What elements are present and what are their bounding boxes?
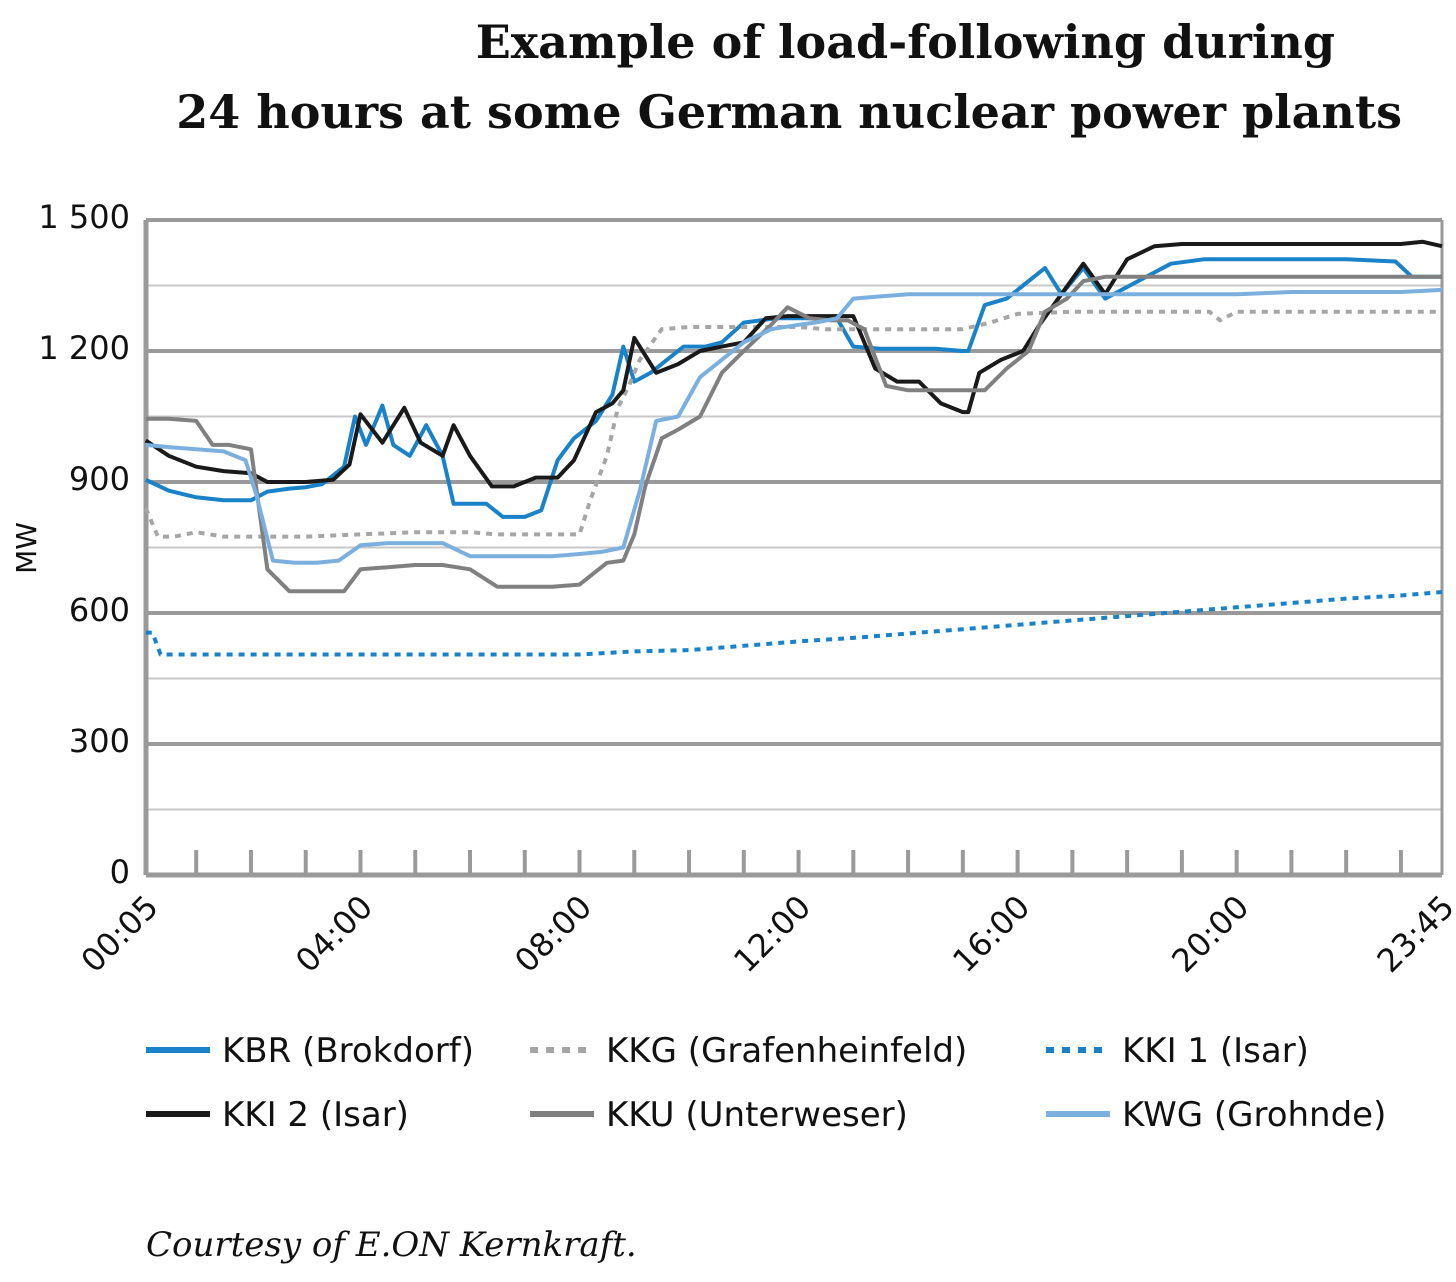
legend-label-kki1: KKI 1 (Isar)	[1122, 1031, 1309, 1071]
legend: KBR (Brokdorf) KKG (Grafenheinfeld) KKI 1 …	[146, 1031, 1386, 1135]
legend-label-kkg: KKG (Grafenheinfeld)	[606, 1031, 967, 1071]
legend-label-kwg: KWG (Grohnde)	[1122, 1095, 1386, 1135]
series-lines	[143, 239, 1443, 657]
x-tick-label: 00:05	[74, 888, 166, 980]
y-tick-label: 300	[69, 722, 130, 760]
x-tick-label: 08:00	[507, 888, 599, 980]
legend-label-kbr: KBR (Brokdorf)	[222, 1031, 474, 1071]
series-line-kbr	[144, 257, 1442, 519]
y-tick-label: 600	[69, 591, 130, 629]
chart-title-line-1: Example of load-following during	[476, 15, 1335, 69]
x-tick-label: 23:45	[1370, 888, 1456, 980]
axes	[143, 220, 1444, 878]
legend-label-kku: KKU (Unterweser)	[606, 1095, 908, 1135]
y-axis-label: MW	[10, 522, 43, 574]
credit-text: Courtesy of E.ON Kernkraft.	[146, 1225, 637, 1265]
x-tick-label: 12:00	[726, 888, 818, 980]
x-tick-label: 04:00	[288, 888, 380, 980]
x-tick-label: 16:00	[945, 888, 1037, 980]
y-tick-label: 900	[69, 460, 130, 498]
legend-label-kki2: KKI 2 (Isar)	[222, 1095, 409, 1135]
x-tick-labels: 00:05 04:00 08:00 12:00 16:00 20:00 23:45	[74, 888, 1456, 980]
series-line-kkg	[143, 309, 1442, 539]
x-tick-label: 20:00	[1164, 888, 1256, 980]
series-line-kki1	[145, 590, 1443, 657]
series-line-kwg	[145, 287, 1443, 565]
y-tick-label: 1 200	[38, 329, 130, 367]
y-tick-label: 1 500	[38, 198, 130, 236]
y-tick-labels: 0 300 600 900 1 200 1 500	[38, 198, 130, 891]
chart-title-line-2: 24 hours at some German nuclear power pl…	[176, 85, 1402, 139]
y-tick-label: 0	[110, 853, 130, 891]
